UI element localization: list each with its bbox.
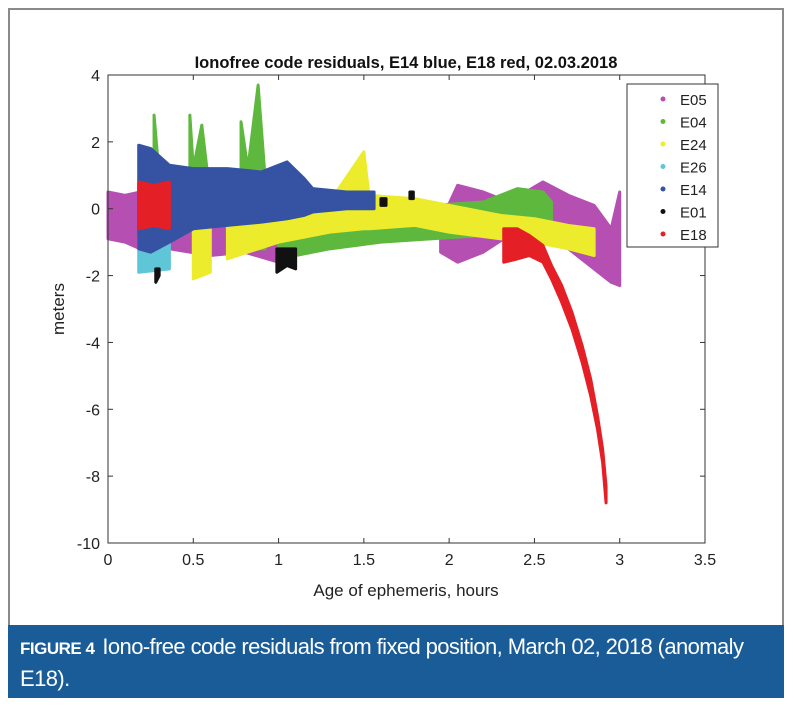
legend-marker-e18	[660, 231, 666, 237]
caption-text: Iono-free code residuals from fixed posi…	[20, 634, 744, 691]
caption-label: FIGURE 4	[20, 639, 95, 658]
legend-marker-e26	[660, 164, 666, 169]
x-tick-label: 1	[274, 552, 283, 569]
y-tick-label: 4	[91, 68, 100, 85]
y-tick-label: -10	[77, 536, 100, 553]
x-tick-label: 3	[615, 552, 624, 569]
legend-marker-e24	[660, 141, 666, 147]
legend-label-e26: E26	[680, 160, 707, 177]
y-tick-label: -4	[86, 335, 100, 352]
series-e18-points	[137, 180, 171, 231]
legend-marker-e01	[660, 209, 666, 214]
axis-ticks: 0 0.5 1 1.5 2 2.5 3 3.5 4 2 0 -2 -4 -6 -8 -10	[77, 68, 716, 569]
x-tick-label: 2.5	[523, 552, 545, 569]
legend-box	[626, 83, 719, 248]
series-e01-points	[379, 197, 388, 207]
x-tick-label: 2	[445, 552, 454, 569]
x-axis-label: Age of ephemeris, hours	[313, 581, 498, 600]
series-e01-points	[275, 247, 298, 274]
series-e05-points	[106, 190, 142, 251]
chart-title: Ionofree code residuals, E14 blue, E18 r…	[195, 54, 618, 72]
x-tick-label: 1.5	[353, 552, 375, 569]
figure-caption: FIGURE 4 Iono-free code residuals from fi…	[8, 625, 784, 698]
y-tick-label: -8	[86, 469, 100, 486]
y-tick-label: 2	[91, 135, 100, 152]
series-e14-points	[137, 143, 376, 254]
legend-label-e01: E01	[680, 205, 707, 222]
x-tick-label: 0	[104, 552, 113, 569]
y-tick-label: 0	[91, 202, 100, 219]
legend-marker-e04	[660, 119, 666, 124]
legend-label-e04: E04	[680, 115, 707, 132]
y-axis-label: meters	[49, 283, 68, 335]
scatter-chart: Ionofree code residuals, E14 blue, E18 r…	[49, 54, 719, 600]
legend-label-e05: E05	[680, 92, 707, 109]
series-e18-points	[502, 227, 608, 505]
series-e01-points	[408, 190, 415, 201]
y-tick-label: -2	[86, 269, 100, 286]
x-tick-label: 0.5	[182, 552, 204, 569]
legend-label-e14: E14	[680, 182, 707, 199]
plot-area-border	[107, 74, 706, 544]
legend-marker-e05	[660, 96, 666, 102]
legend-label-e18: E18	[680, 227, 707, 244]
legend-marker-e14	[660, 186, 666, 192]
legend: E05 E04 E24 E26 E14 E01 E18	[626, 83, 719, 248]
x-tick-label: 3.5	[694, 552, 716, 569]
data-marks	[106, 83, 622, 505]
legend-label-e24: E24	[680, 137, 707, 154]
series-e01-points	[154, 267, 161, 284]
y-tick-label: -6	[86, 402, 100, 419]
